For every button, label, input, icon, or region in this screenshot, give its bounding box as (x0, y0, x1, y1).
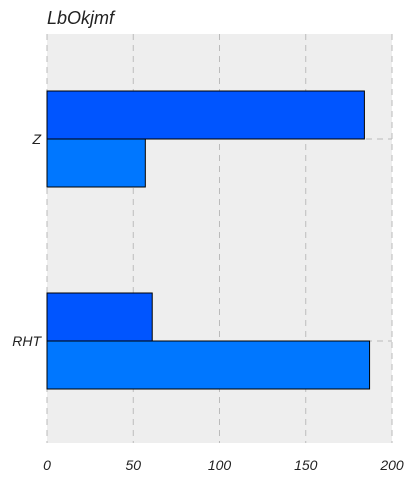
x-tick-label: 150 (294, 457, 318, 473)
bar-z-series-1 (46, 90, 365, 140)
y-category-label: RHT (12, 333, 42, 349)
chart-title: LbOkjmf (47, 8, 116, 28)
bar-rht-series-2 (46, 340, 371, 390)
x-tick-label: 100 (208, 457, 232, 473)
x-tick-label: 0 (43, 457, 51, 473)
y-category-label: Z (31, 131, 41, 147)
x-tick-label: 200 (379, 457, 404, 473)
tick-labels: 0 50 100 150 200 Z RHT (12, 131, 404, 473)
x-tick-label: 50 (125, 457, 141, 473)
bar-rht-series-1 (46, 292, 153, 342)
bars (46, 90, 371, 390)
bar-z-series-2 (46, 138, 146, 188)
